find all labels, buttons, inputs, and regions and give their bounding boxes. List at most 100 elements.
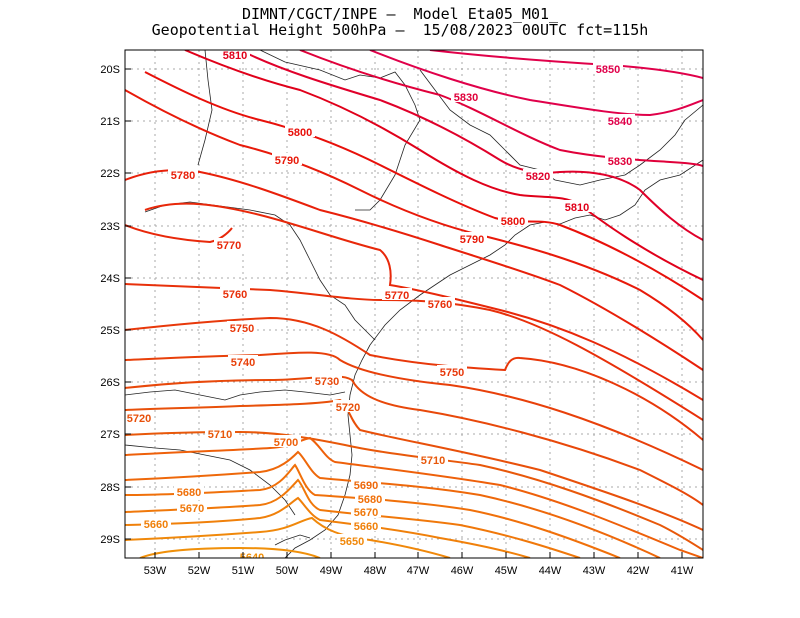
contour-label-bg	[220, 287, 250, 299]
contour-5720	[125, 398, 703, 531]
contour-label-5800: 5800	[501, 216, 525, 228]
contour-label-5840: 5840	[608, 116, 632, 128]
contour-label-bg	[177, 501, 207, 513]
lon-label: 45W	[495, 565, 518, 577]
lon-label: 52W	[188, 565, 211, 577]
lon-label: 43W	[583, 565, 606, 577]
contour-label-5670: 5670	[354, 507, 378, 519]
lon-label: 47W	[407, 565, 430, 577]
contour-label-5800: 5800	[288, 127, 312, 139]
contour-5670	[125, 478, 581, 558]
contour-5840	[369, 50, 703, 117]
map-title: DIMNT/CGCT/INPE – Model Eta05_M01_ Geopo…	[0, 6, 800, 38]
contour-label-5780: 5780	[171, 170, 195, 182]
contour-label-bg	[605, 114, 635, 126]
contour-label-bg	[437, 365, 467, 377]
contour-5740	[125, 351, 703, 471]
lat-label: 28S	[100, 482, 120, 494]
lat-label: 25S	[100, 325, 120, 337]
contour-label-bg	[285, 125, 315, 137]
contour-label-bg	[523, 169, 553, 181]
lat-label: 26S	[100, 377, 120, 389]
contour-5780	[125, 169, 703, 371]
lat-label: 20S	[100, 64, 120, 76]
contour-5850	[429, 50, 703, 79]
contour-5660	[125, 496, 531, 558]
contour-label-5790: 5790	[460, 234, 484, 246]
lon-label: 50W	[276, 565, 299, 577]
state-border	[259, 50, 421, 211]
lat-label: 22S	[100, 168, 120, 180]
contour-label-bg	[337, 534, 367, 546]
contour-label-5650: 5650	[340, 536, 364, 548]
contour-label-5810: 5810	[223, 50, 247, 62]
lon-label: 49W	[320, 565, 343, 577]
contour-5800	[144, 71, 703, 301]
contour-label-bg	[593, 62, 623, 74]
contour-label-bg	[174, 485, 204, 497]
contour-label-bg	[351, 519, 381, 531]
contour-label-5730: 5730	[315, 376, 339, 388]
contour-label-5760: 5760	[223, 289, 247, 301]
map-frame	[124, 49, 704, 559]
contour-label-bg	[141, 517, 171, 529]
contour-5650	[125, 516, 451, 558]
contour-label-5810: 5810	[565, 202, 589, 214]
lon-label: 51W	[232, 565, 255, 577]
contour-label-5830: 5830	[454, 92, 478, 104]
contour-label-bg	[227, 321, 257, 333]
contour-label-bg	[418, 453, 448, 465]
coastline	[369, 159, 703, 346]
contour-label-5700: 5700	[274, 437, 298, 449]
contour-labels: 5850 5840 5830 5830 5820 5810 5810 5800 5800 5790…	[125, 50, 635, 564]
contour-label-bg	[214, 238, 244, 250]
contour-label-5830: 5830	[608, 156, 632, 168]
contour-label-5770: 5770	[217, 240, 241, 252]
lon-label: 46W	[451, 565, 474, 577]
contour-label-bg	[351, 505, 381, 517]
contour-label-bg	[271, 435, 301, 447]
coastline	[624, 104, 703, 176]
lon-labels: 53W 52W 51W 50W 49W 48W 47W 46W 45W 44W …	[144, 565, 694, 577]
state-border	[125, 389, 346, 401]
coastline	[274, 534, 311, 546]
contour-label-5640: 5640	[240, 552, 264, 564]
state-border	[197, 50, 213, 166]
contour-label-bg	[498, 214, 528, 226]
lat-labels: 20S 21S 22S 23S 24S 25S 26S 27S 28S 29S	[100, 64, 120, 546]
contour-label-bg	[333, 400, 363, 412]
contour-label-5720: 5720	[336, 402, 360, 414]
title-line-1: DIMNT/CGCT/INPE – Model Eta05_M01_	[241, 5, 559, 23]
contour-label-bg	[168, 168, 198, 180]
lat-label: 21S	[100, 116, 120, 128]
contour-5680	[125, 463, 621, 558]
contour-label-bg	[205, 427, 235, 439]
lat-label: 24S	[100, 273, 120, 285]
contour-5700	[125, 436, 703, 558]
contour-label-bg	[425, 297, 455, 309]
lat-label: 27S	[100, 429, 120, 441]
contour-label-bg	[351, 478, 381, 490]
contour-label-bg	[605, 154, 635, 166]
contour-5640	[139, 546, 321, 558]
axis-ticks	[125, 68, 683, 558]
lon-label: 53W	[144, 565, 167, 577]
contour-5820	[239, 50, 703, 241]
contour-label-bg	[237, 550, 267, 558]
contour-label-bg	[125, 411, 154, 423]
contour-label-5750: 5750	[440, 367, 464, 379]
contour-label-bg	[228, 355, 258, 367]
lon-label: 48W	[364, 565, 387, 577]
lat-label: 23S	[100, 221, 120, 233]
lon-label: 42W	[627, 565, 650, 577]
contour-5830	[299, 50, 703, 167]
contour-label-bg	[220, 50, 250, 60]
lon-label: 41W	[671, 565, 694, 577]
contour-label-5680: 5680	[177, 487, 201, 499]
contour-label-bg	[312, 374, 342, 386]
contour-label-5710: 5710	[421, 455, 445, 467]
contour-5790	[125, 89, 703, 341]
contour-label-bg	[457, 232, 487, 244]
contour-label-5740: 5740	[231, 357, 255, 369]
contour-5730	[125, 375, 703, 506]
